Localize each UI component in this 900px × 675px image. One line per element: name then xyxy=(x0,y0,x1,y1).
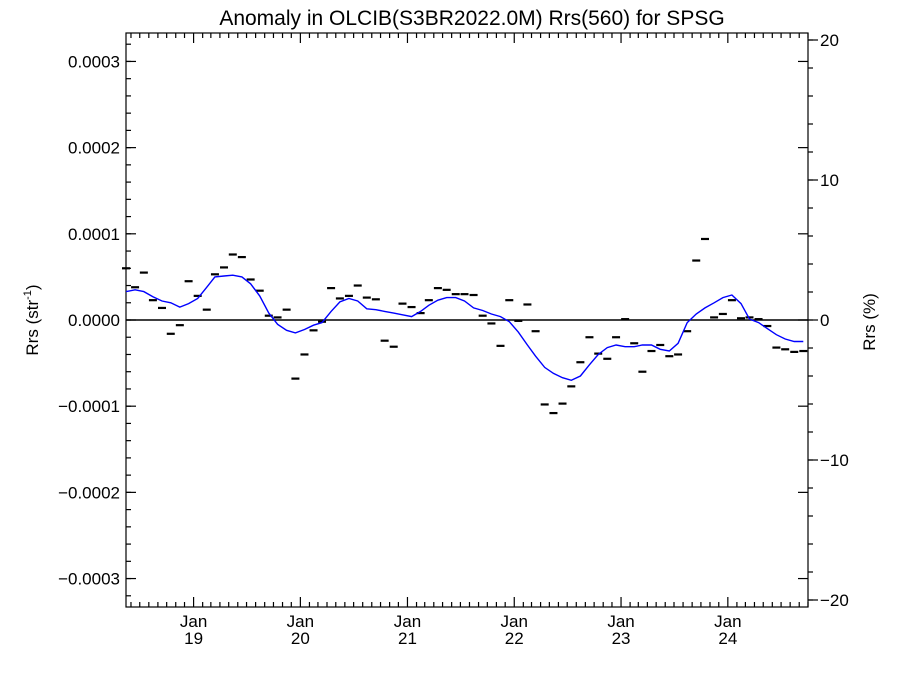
y-right-tick-label: 0 xyxy=(820,311,829,330)
y-left-tick-label: 0.0003 xyxy=(68,52,120,71)
left-y-axis: 0.0003 0.0002 0.0001 0.0000 −0.0001 −0.0002 −0… xyxy=(58,43,808,597)
y-right-tick-label: −20 xyxy=(820,591,849,610)
y-axis-left-label: Rrs (str-1) xyxy=(22,284,42,355)
y-left-tick-label: 0.0000 xyxy=(68,311,120,330)
x-tick-year-label: 20 xyxy=(291,629,310,648)
y-right-tick-label: −10 xyxy=(820,451,849,470)
x-tick-month-label: Jan xyxy=(287,612,314,631)
data-marks xyxy=(122,237,808,415)
right-y-axis: 20 10 0 −10 −20 xyxy=(808,31,849,610)
x-tick-year-label: 19 xyxy=(184,629,203,648)
x-tick-month-label: Jan xyxy=(180,612,207,631)
x-tick-month-label: Jan xyxy=(714,612,741,631)
series-line xyxy=(125,274,804,382)
y-right-tick-label: 20 xyxy=(820,31,839,50)
y-axis-right-label: Rrs (%) xyxy=(860,293,879,351)
y-left-tick-label: −0.0001 xyxy=(58,397,120,416)
y-left-tick-label: 0.0001 xyxy=(68,225,120,244)
x-tick-year-label: 24 xyxy=(718,629,737,648)
y-axis-left-label-end: ) xyxy=(23,284,42,290)
y-left-tick-label: −0.0002 xyxy=(58,483,120,502)
y-axis-left-label-main: Rrs (str xyxy=(23,300,42,356)
y-left-tick-label: −0.0003 xyxy=(58,570,120,589)
y-axis-left-label-sup: -1 xyxy=(22,290,34,300)
x-tick-month-label: Jan xyxy=(501,612,528,631)
plot-axes xyxy=(125,32,809,608)
chart-title: Anomaly in OLCIB(S3BR2022.0M) Rrs(560) f… xyxy=(219,7,724,30)
x-tick-month-label: Jan xyxy=(394,612,421,631)
y-right-tick-label: 10 xyxy=(820,171,839,190)
x-tick-month-label: Jan xyxy=(607,612,634,631)
x-tick-year-label: 22 xyxy=(505,629,524,648)
x-tick-year-label: 21 xyxy=(398,629,417,648)
y-left-tick-label: 0.0002 xyxy=(68,139,120,158)
x-tick-year-label: 23 xyxy=(612,629,631,648)
